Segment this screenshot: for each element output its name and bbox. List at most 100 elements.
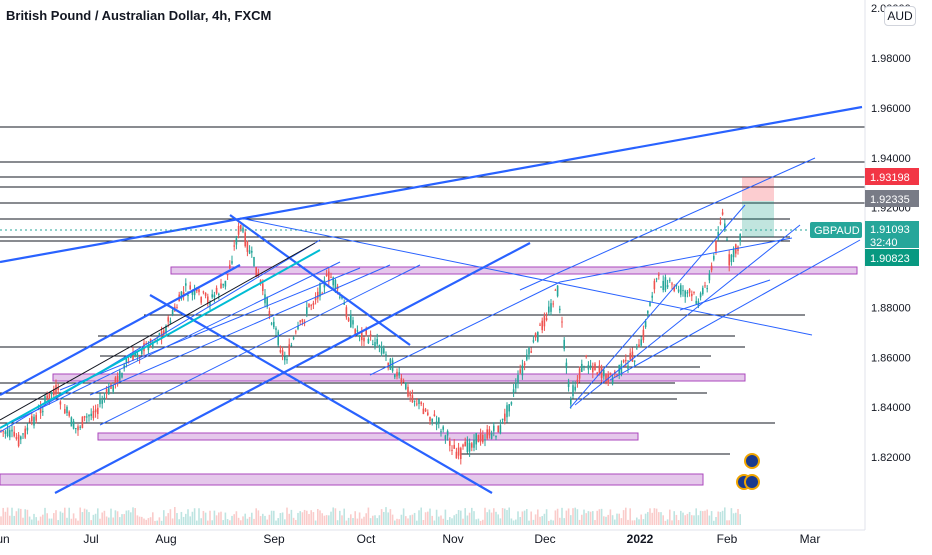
volume-bar <box>50 518 53 525</box>
volume-bar <box>669 509 671 525</box>
candle-body <box>215 287 218 294</box>
trend-line[interactable] <box>229 214 411 346</box>
candle-body <box>248 250 251 254</box>
candle-body <box>46 395 48 399</box>
candle-body <box>103 397 106 399</box>
currency-badge[interactable]: AUD <box>884 6 916 26</box>
candle-body <box>235 238 238 245</box>
candle-body <box>240 225 242 230</box>
volume-bar <box>444 509 447 525</box>
trend-line[interactable] <box>99 264 421 426</box>
trend-line[interactable] <box>574 224 801 406</box>
volume-bar <box>220 511 222 525</box>
volume-bar <box>2 507 4 525</box>
volume-bar <box>237 517 240 525</box>
trend-line[interactable] <box>0 242 316 421</box>
volume-bar <box>383 511 385 525</box>
candle-body <box>640 339 642 346</box>
volume-bar <box>464 508 466 525</box>
volume-bar <box>53 513 55 525</box>
candle-body <box>655 278 658 280</box>
trend-line[interactable] <box>569 204 746 409</box>
volume-bar <box>35 517 37 525</box>
candle-body <box>677 289 680 292</box>
candle-body <box>284 356 286 361</box>
volume-bar <box>411 514 414 525</box>
trend-line[interactable] <box>679 279 771 311</box>
candle-body <box>534 333 537 338</box>
volume-bar <box>127 510 130 525</box>
volume-bar <box>211 520 213 525</box>
candle-body <box>6 427 9 437</box>
candle-body <box>134 352 136 357</box>
volume-bar <box>477 518 480 525</box>
volume-bar <box>528 520 530 525</box>
candle-body <box>277 331 279 345</box>
candle-body <box>380 346 383 354</box>
candle-body <box>255 267 257 277</box>
trend-line[interactable] <box>0 264 241 396</box>
volume-bar <box>462 518 464 525</box>
volume-bar <box>440 515 442 525</box>
volume-bar <box>433 520 436 525</box>
plot-background[interactable] <box>0 0 865 530</box>
volume-bar <box>132 507 134 525</box>
candle-body <box>68 411 70 416</box>
price-axis[interactable] <box>865 0 932 550</box>
candle-body <box>444 435 447 440</box>
candle-body <box>88 414 90 417</box>
trend-line[interactable] <box>54 242 531 494</box>
trend-line[interactable] <box>609 239 861 381</box>
candle-body <box>191 291 194 295</box>
volume-bar <box>235 511 238 525</box>
candle-body <box>658 274 660 276</box>
volume-bar <box>202 510 205 525</box>
volume-bar <box>332 507 334 525</box>
trend-line[interactable] <box>239 217 813 336</box>
time-tick-label: Aug <box>155 532 176 546</box>
volume-bar <box>686 513 689 525</box>
volume-bar <box>653 508 656 525</box>
candle-body <box>680 285 682 295</box>
volume-bar <box>526 509 528 525</box>
candle-body <box>684 290 686 297</box>
volume-bar <box>728 520 730 525</box>
candle-body <box>110 384 112 389</box>
trend-line[interactable] <box>0 239 321 433</box>
volume-bar <box>101 512 103 525</box>
demand-zone <box>97 432 639 441</box>
trend-line[interactable] <box>89 264 391 396</box>
volume-bar <box>163 510 165 525</box>
volume-bar <box>354 511 356 525</box>
symbol-tag[interactable] <box>810 222 862 238</box>
trend-line[interactable] <box>0 105 863 264</box>
volume-bar <box>484 507 486 525</box>
trend-line[interactable] <box>559 237 793 283</box>
volume-bar <box>618 513 620 525</box>
trend-line[interactable] <box>59 267 361 391</box>
candle-body <box>2 430 4 432</box>
volume-bar <box>719 511 722 525</box>
time-axis[interactable] <box>0 530 932 550</box>
trend-line[interactable] <box>519 157 816 291</box>
volume-bar <box>449 517 451 525</box>
trend-line[interactable] <box>149 294 493 494</box>
volume-bar <box>130 512 132 525</box>
volume-bar <box>660 512 662 525</box>
volume-bar <box>218 512 220 525</box>
volume-bar <box>523 510 526 525</box>
trend-line[interactable] <box>369 281 561 376</box>
trend-line[interactable] <box>0 249 321 429</box>
candle-body <box>466 440 469 453</box>
volume-bar <box>396 518 398 525</box>
volume-bar <box>200 518 202 525</box>
candle-body <box>409 392 411 396</box>
candle-body <box>559 308 561 311</box>
price-label-badge <box>865 168 919 185</box>
candle-body <box>396 371 398 377</box>
volume-bar <box>125 510 128 525</box>
candle-body <box>530 351 532 353</box>
candle-body <box>682 290 684 292</box>
